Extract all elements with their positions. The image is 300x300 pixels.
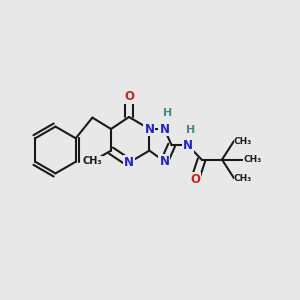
Text: CH₃: CH₃ (243, 155, 261, 164)
Text: N: N (124, 156, 134, 169)
Text: CH₃: CH₃ (234, 174, 252, 183)
Text: H: H (163, 108, 172, 118)
Text: H: H (186, 124, 195, 135)
Text: N: N (159, 155, 170, 168)
Text: O: O (190, 173, 200, 186)
Text: N: N (183, 139, 193, 152)
Text: N: N (144, 122, 154, 136)
Text: O: O (124, 90, 134, 103)
Text: CH₃: CH₃ (82, 156, 102, 167)
Text: N: N (159, 122, 170, 136)
Text: CH₃: CH₃ (234, 136, 252, 146)
